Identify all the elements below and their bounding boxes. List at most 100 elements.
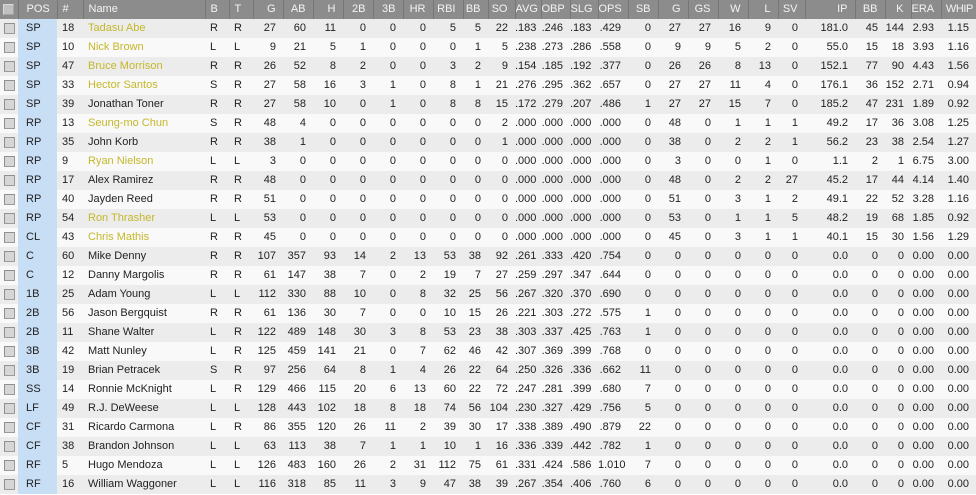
row-select-cell[interactable] [0, 114, 18, 133]
player-row[interactable]: CF 31 Ricardo Carmona L R 86 355 120 26 11 2 39 30 17… [0, 418, 976, 437]
row-checkbox-icon[interactable] [3, 288, 15, 300]
column-header-name[interactable]: Name [82, 0, 205, 19]
column-header-throws[interactable]: T [228, 0, 253, 19]
player-row[interactable]: RF 5 Hugo Mendoza L L 126 483 160 26 2 31 112 75 61.3… [0, 456, 976, 475]
column-header-2b[interactable]: 2B [342, 0, 373, 19]
player-name[interactable]: Ricardo Carmona [83, 418, 205, 437]
row-checkbox-icon[interactable] [3, 459, 15, 471]
row-select-cell[interactable] [0, 475, 18, 494]
column-header-h[interactable]: H [312, 0, 343, 19]
player-name[interactable]: Jason Bergquist [83, 304, 205, 323]
row-checkbox-icon[interactable] [3, 155, 15, 167]
column-header-ip[interactable]: IP [804, 0, 855, 19]
player-name[interactable]: Tadasu Abe [83, 19, 205, 38]
row-checkbox-icon[interactable] [3, 383, 15, 395]
column-header-obp[interactable]: OBP [540, 0, 570, 19]
player-row[interactable]: RP 17 Alex Ramirez R R 48 0 0 0 0 0 0 0 0.000.000.000… [0, 171, 976, 190]
column-header-bb2[interactable]: BB [854, 0, 885, 19]
row-select-cell[interactable] [0, 437, 18, 456]
row-checkbox-icon[interactable] [3, 22, 15, 34]
player-name[interactable]: Brandon Johnson [83, 437, 205, 456]
row-checkbox-icon[interactable] [3, 212, 15, 224]
column-header-num[interactable]: # [56, 0, 83, 19]
column-header-gs[interactable]: GS [687, 0, 718, 19]
column-header-hr[interactable]: HR [402, 0, 433, 19]
column-header-slg[interactable]: SLG [569, 0, 598, 19]
row-select-cell[interactable] [0, 399, 18, 418]
row-checkbox-icon[interactable] [3, 402, 15, 414]
player-name[interactable]: Chris Mathis [83, 228, 205, 247]
row-checkbox-icon[interactable] [3, 117, 15, 129]
row-checkbox-icon[interactable] [3, 79, 15, 91]
player-name[interactable]: Hugo Mendoza [83, 456, 205, 475]
column-header-bb[interactable]: BB [462, 0, 488, 19]
row-checkbox-icon[interactable] [3, 440, 15, 452]
column-header-g2[interactable]: G [657, 0, 688, 19]
column-header-rbi[interactable]: RBI [432, 0, 463, 19]
player-row[interactable]: CF 38 Brandon Johnson L L 63 113 38 7 1 1 10 1 16.336… [0, 437, 976, 456]
player-name[interactable]: Jayden Reed [83, 190, 205, 209]
row-select-cell[interactable] [0, 418, 18, 437]
row-select-cell[interactable] [0, 456, 18, 475]
player-name[interactable]: Bruce Morrison [83, 57, 205, 76]
player-name[interactable]: William Waggoner [83, 475, 205, 494]
row-checkbox-icon[interactable] [3, 41, 15, 53]
player-name[interactable]: Matt Nunley [83, 342, 205, 361]
player-row[interactable]: CL 43 Chris Mathis R R 45 0 0 0 0 0 0 0 0.000.000.000… [0, 228, 976, 247]
select-all-header[interactable] [0, 0, 18, 19]
row-checkbox-icon[interactable] [3, 174, 15, 186]
player-row[interactable]: SP 10 Nick Brown L L 9 21 5 1 0 0 0 1 5.238.273.286.5… [0, 38, 976, 57]
player-row[interactable]: 2B 56 Jason Bergquist R R 61 136 30 7 0 0 10 15 26.22… [0, 304, 976, 323]
player-row[interactable]: 1B 25 Adam Young L L 112 330 88 10 0 8 32 25 56.267.3… [0, 285, 976, 304]
row-checkbox-icon[interactable] [3, 307, 15, 319]
column-header-sv[interactable]: SV [777, 0, 805, 19]
row-select-cell[interactable] [0, 190, 18, 209]
row-checkbox-icon[interactable] [3, 364, 15, 376]
player-row[interactable]: C 60 Mike Denny R R 107 357 93 14 2 13 53 38 92.261.3… [0, 247, 976, 266]
row-select-cell[interactable] [0, 133, 18, 152]
row-checkbox-icon[interactable] [3, 421, 15, 433]
row-checkbox-icon[interactable] [3, 326, 15, 338]
player-row[interactable]: 2B 11 Shane Walter L R 122 489 148 30 3 8 53 23 38.30… [0, 323, 976, 342]
row-checkbox-icon[interactable] [3, 231, 15, 243]
player-row[interactable]: C 12 Danny Margolis R R 61 147 38 7 0 2 19 7 27.259.2… [0, 266, 976, 285]
column-header-w[interactable]: W [717, 0, 748, 19]
column-header-pos[interactable]: POS [17, 0, 57, 19]
row-checkbox-icon[interactable] [3, 136, 15, 148]
player-row[interactable]: SP 39 Jonathan Toner R R 27 58 10 0 1 0 8 8 15.172.27… [0, 95, 976, 114]
player-name[interactable]: Mike Denny [83, 247, 205, 266]
column-header-3b[interactable]: 3B [372, 0, 403, 19]
column-header-so[interactable]: SO [487, 0, 515, 19]
column-header-sb[interactable]: SB [627, 0, 658, 19]
row-select-cell[interactable] [0, 76, 18, 95]
row-select-cell[interactable] [0, 95, 18, 114]
row-select-cell[interactable] [0, 323, 18, 342]
player-name[interactable]: Shane Walter [83, 323, 205, 342]
player-row[interactable]: RP 40 Jayden Reed R R 51 0 0 0 0 0 0 0 0.000.000.000.… [0, 190, 976, 209]
row-select-cell[interactable] [0, 304, 18, 323]
row-select-cell[interactable] [0, 38, 18, 57]
player-row[interactable]: SP 18 Tadasu Abe R R 27 60 11 0 0 0 5 5 22.183.246.18… [0, 19, 976, 38]
row-checkbox-icon[interactable] [3, 478, 15, 490]
select-all-checkbox-icon[interactable] [3, 3, 15, 15]
row-checkbox-icon[interactable] [3, 269, 15, 281]
row-select-cell[interactable] [0, 171, 18, 190]
row-select-cell[interactable] [0, 19, 18, 38]
row-checkbox-icon[interactable] [3, 345, 15, 357]
player-row[interactable]: 3B 42 Matt Nunley L R 125 459 141 21 0 7 62 46 42.307… [0, 342, 976, 361]
row-select-cell[interactable] [0, 380, 18, 399]
player-name[interactable]: Jonathan Toner [83, 95, 205, 114]
row-checkbox-icon[interactable] [3, 193, 15, 205]
column-header-avg[interactable]: AVG [514, 0, 541, 19]
column-header-bats[interactable]: B [204, 0, 229, 19]
player-row[interactable]: RP 13 Seung-mo Chun S R 48 4 0 0 0 0 0 0 2.000.000.00… [0, 114, 976, 133]
row-select-cell[interactable] [0, 152, 18, 171]
player-name[interactable]: Nick Brown [83, 38, 205, 57]
row-select-cell[interactable] [0, 342, 18, 361]
player-name[interactable]: Danny Margolis [83, 266, 205, 285]
player-row[interactable]: RP 54 Ron Thrasher L L 53 0 0 0 0 0 0 0 0.000.000.000… [0, 209, 976, 228]
row-select-cell[interactable] [0, 361, 18, 380]
player-name[interactable]: Hector Santos [83, 76, 205, 95]
player-name[interactable]: Brian Petracek [83, 361, 205, 380]
row-select-cell[interactable] [0, 285, 18, 304]
